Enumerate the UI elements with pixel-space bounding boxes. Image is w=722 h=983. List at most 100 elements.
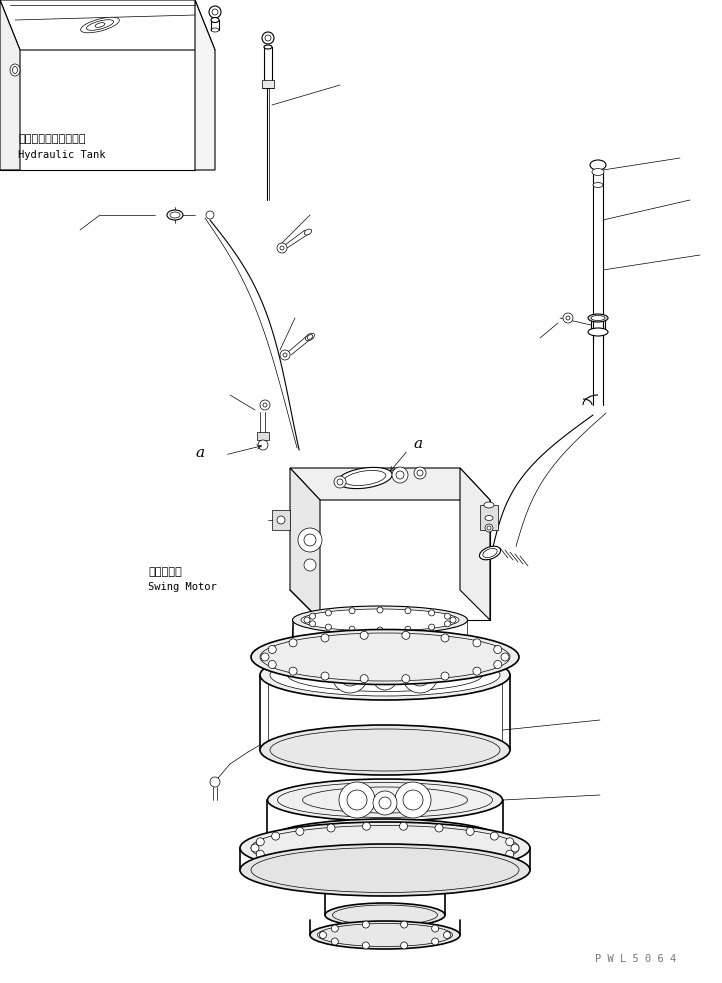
Ellipse shape bbox=[588, 314, 608, 322]
Circle shape bbox=[402, 674, 410, 682]
Polygon shape bbox=[290, 468, 320, 620]
Ellipse shape bbox=[10, 64, 20, 76]
Ellipse shape bbox=[240, 844, 530, 896]
Circle shape bbox=[331, 938, 339, 945]
Circle shape bbox=[283, 353, 287, 357]
Circle shape bbox=[414, 467, 426, 479]
Circle shape bbox=[377, 627, 383, 633]
Ellipse shape bbox=[338, 467, 392, 489]
Ellipse shape bbox=[260, 725, 510, 775]
Circle shape bbox=[501, 653, 509, 661]
Circle shape bbox=[402, 657, 438, 693]
Ellipse shape bbox=[301, 609, 459, 631]
Text: a: a bbox=[413, 437, 422, 451]
Circle shape bbox=[435, 864, 443, 872]
Circle shape bbox=[263, 403, 267, 407]
Circle shape bbox=[277, 243, 287, 253]
Polygon shape bbox=[0, 0, 215, 50]
Circle shape bbox=[345, 670, 355, 680]
Ellipse shape bbox=[270, 654, 500, 696]
Ellipse shape bbox=[305, 333, 315, 341]
Ellipse shape bbox=[479, 547, 500, 559]
Circle shape bbox=[326, 609, 331, 616]
Circle shape bbox=[494, 661, 502, 668]
Circle shape bbox=[360, 674, 368, 682]
Text: P W L 5 0 6 4: P W L 5 0 6 4 bbox=[595, 954, 677, 964]
Circle shape bbox=[326, 624, 331, 630]
Circle shape bbox=[310, 613, 316, 619]
Circle shape bbox=[349, 607, 355, 613]
Circle shape bbox=[334, 476, 346, 488]
Circle shape bbox=[379, 797, 391, 809]
Text: 旋回モータ: 旋回モータ bbox=[148, 567, 182, 577]
Circle shape bbox=[209, 6, 221, 18]
Ellipse shape bbox=[591, 316, 605, 320]
Circle shape bbox=[445, 613, 451, 619]
Circle shape bbox=[280, 350, 290, 360]
Ellipse shape bbox=[592, 168, 604, 176]
Polygon shape bbox=[460, 468, 490, 620]
Circle shape bbox=[441, 672, 449, 680]
Circle shape bbox=[392, 467, 408, 483]
Circle shape bbox=[473, 667, 481, 675]
Circle shape bbox=[360, 631, 368, 639]
Circle shape bbox=[511, 844, 519, 852]
Ellipse shape bbox=[240, 822, 530, 874]
Circle shape bbox=[261, 653, 269, 661]
Ellipse shape bbox=[260, 650, 510, 700]
Ellipse shape bbox=[267, 819, 503, 861]
Circle shape bbox=[443, 932, 451, 939]
Circle shape bbox=[563, 313, 573, 323]
Circle shape bbox=[271, 832, 279, 840]
Circle shape bbox=[435, 824, 443, 832]
Circle shape bbox=[362, 822, 370, 831]
Polygon shape bbox=[195, 0, 215, 170]
Circle shape bbox=[485, 524, 493, 532]
Circle shape bbox=[429, 609, 435, 616]
Circle shape bbox=[399, 866, 407, 874]
Circle shape bbox=[505, 850, 514, 858]
Ellipse shape bbox=[292, 606, 468, 634]
Circle shape bbox=[401, 921, 408, 928]
Circle shape bbox=[362, 866, 370, 874]
Circle shape bbox=[304, 559, 316, 571]
Ellipse shape bbox=[211, 18, 219, 23]
Circle shape bbox=[429, 624, 435, 630]
Circle shape bbox=[289, 667, 297, 675]
Circle shape bbox=[310, 621, 316, 627]
Circle shape bbox=[402, 631, 410, 639]
Circle shape bbox=[349, 626, 355, 632]
Ellipse shape bbox=[588, 328, 608, 336]
Circle shape bbox=[296, 828, 304, 836]
Ellipse shape bbox=[81, 18, 119, 32]
Circle shape bbox=[373, 791, 397, 815]
Circle shape bbox=[339, 782, 375, 818]
Circle shape bbox=[256, 850, 264, 858]
Circle shape bbox=[383, 676, 387, 680]
Ellipse shape bbox=[292, 634, 468, 662]
Polygon shape bbox=[290, 468, 490, 500]
Ellipse shape bbox=[304, 229, 312, 235]
Circle shape bbox=[269, 646, 277, 654]
Ellipse shape bbox=[267, 779, 503, 821]
Circle shape bbox=[362, 942, 370, 949]
Circle shape bbox=[265, 35, 271, 41]
Circle shape bbox=[258, 440, 268, 450]
Circle shape bbox=[373, 666, 397, 690]
Circle shape bbox=[379, 672, 391, 684]
Circle shape bbox=[490, 856, 498, 864]
Circle shape bbox=[260, 400, 270, 410]
Bar bbox=[262, 80, 274, 88]
Ellipse shape bbox=[325, 903, 445, 927]
Circle shape bbox=[505, 838, 514, 845]
Circle shape bbox=[466, 828, 474, 836]
Bar bbox=[272, 510, 290, 530]
Circle shape bbox=[321, 672, 329, 680]
Circle shape bbox=[445, 621, 451, 627]
Circle shape bbox=[256, 838, 264, 845]
Bar bbox=[480, 505, 498, 530]
Ellipse shape bbox=[484, 502, 494, 508]
Circle shape bbox=[473, 639, 481, 647]
Circle shape bbox=[298, 528, 322, 552]
Ellipse shape bbox=[310, 921, 460, 949]
